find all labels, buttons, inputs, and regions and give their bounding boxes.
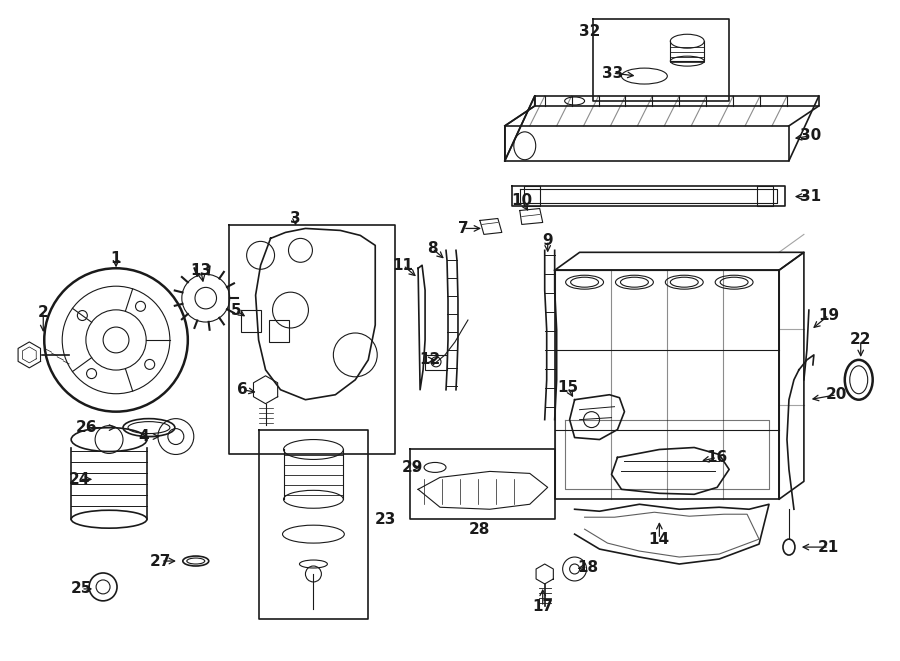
Text: 14: 14 (649, 531, 670, 547)
Text: 4: 4 (139, 429, 149, 444)
Text: 30: 30 (800, 128, 822, 143)
Text: 15: 15 (557, 380, 578, 395)
Text: 2: 2 (38, 305, 49, 319)
Text: 22: 22 (850, 332, 871, 348)
Text: 19: 19 (818, 307, 840, 323)
Text: 10: 10 (511, 193, 532, 208)
Text: 21: 21 (818, 539, 840, 555)
Text: 26: 26 (76, 420, 97, 435)
Text: 27: 27 (150, 553, 172, 568)
Text: 33: 33 (602, 65, 623, 81)
Text: 25: 25 (70, 582, 92, 596)
Text: 23: 23 (374, 512, 396, 527)
Text: 5: 5 (230, 303, 241, 317)
Text: 9: 9 (543, 233, 553, 248)
Text: 24: 24 (68, 472, 90, 487)
Text: 29: 29 (401, 460, 423, 475)
Text: 16: 16 (706, 450, 728, 465)
Text: 6: 6 (238, 382, 248, 397)
Text: 7: 7 (457, 221, 468, 236)
Text: 17: 17 (532, 600, 554, 614)
Text: 18: 18 (577, 559, 598, 574)
Text: 1: 1 (111, 251, 122, 266)
Text: 13: 13 (190, 263, 212, 278)
Text: 32: 32 (579, 24, 600, 39)
Text: 3: 3 (290, 211, 301, 226)
Bar (240, 310, 261, 332)
Text: 8: 8 (427, 241, 437, 256)
Text: 28: 28 (469, 522, 491, 537)
Text: 11: 11 (392, 258, 414, 273)
Text: 20: 20 (826, 387, 848, 403)
Bar (425, 355, 447, 370)
Bar (268, 320, 289, 342)
Text: 12: 12 (419, 352, 441, 368)
Text: 31: 31 (800, 189, 822, 204)
